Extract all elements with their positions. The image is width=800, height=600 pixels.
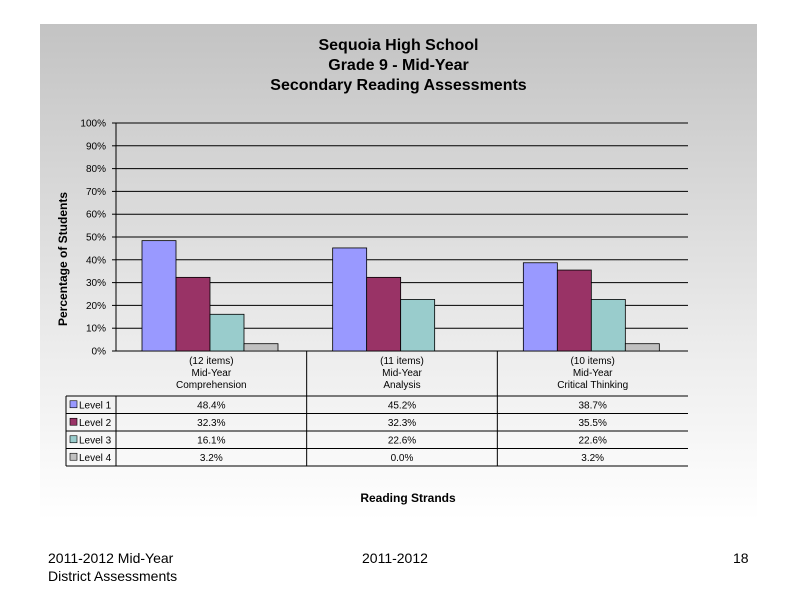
chart-title-line-3: Secondary Reading Assessments <box>270 77 527 94</box>
legend-key <box>69 452 78 461</box>
bar <box>556 269 592 352</box>
chart-title-line-1: Sequoia High School <box>318 37 479 54</box>
data-table-cell: 32.3% <box>197 418 225 429</box>
category-label: (12 items) <box>189 356 233 367</box>
footer-center: 2011-2012 <box>362 550 428 566</box>
chart-title-line-2: Grade 9 - Mid-Year <box>328 57 469 74</box>
data-table-cell: 48.4% <box>197 400 225 411</box>
bar <box>590 299 626 352</box>
y-tick-label: 90% <box>86 141 106 152</box>
data-table-cell: 32.3% <box>388 418 416 429</box>
y-tick-label: 20% <box>86 301 106 312</box>
category-label: Critical Thinking <box>557 380 628 391</box>
y-tick-label: 40% <box>86 255 106 266</box>
footer-left-line-1: 2011-2012 Mid-Year <box>48 550 174 566</box>
data-table-cell: 3.2% <box>200 453 223 464</box>
y-axis-title: Percentage of Students <box>56 192 70 326</box>
legend-label: Level 1 <box>79 400 112 411</box>
y-tick-label: 10% <box>86 324 106 335</box>
bar <box>175 276 211 352</box>
page-number: 18 <box>733 550 749 566</box>
legend-label: Level 2 <box>79 418 112 429</box>
category-label: Mid-Year <box>192 368 232 379</box>
data-table-cell: 45.2% <box>388 400 416 411</box>
bar <box>522 262 558 352</box>
y-tick-label: 100% <box>80 119 106 130</box>
legend-key <box>69 400 78 409</box>
bar <box>366 276 402 352</box>
category-label: Comprehension <box>176 380 247 391</box>
data-table-cell: 35.5% <box>578 418 606 429</box>
y-tick-label: 80% <box>86 164 106 175</box>
x-axis-title: Reading Strands <box>360 491 456 505</box>
bar <box>209 313 245 352</box>
bar <box>243 343 279 352</box>
y-tick-label: 0% <box>92 347 107 358</box>
data-table-cell: 38.7% <box>578 400 606 411</box>
category-label: Mid-Year <box>382 368 422 379</box>
bar <box>332 247 368 352</box>
y-tick-label: 70% <box>86 187 106 198</box>
bar <box>624 343 660 352</box>
data-table-cell: 22.6% <box>388 435 416 446</box>
y-tick-label: 60% <box>86 210 106 221</box>
legend-key <box>69 435 78 444</box>
data-table-cell: 0.0% <box>391 453 414 464</box>
footer-left-line-2: District Assessments <box>48 568 178 584</box>
y-tick-label: 30% <box>86 278 106 289</box>
category-label: (10 items) <box>570 356 614 367</box>
data-table-cell: 16.1% <box>197 435 225 446</box>
y-tick-label: 50% <box>86 233 106 244</box>
bar <box>400 299 436 352</box>
category-label: Analysis <box>383 380 420 391</box>
category-label: Mid-Year <box>573 368 613 379</box>
legend-label: Level 4 <box>79 453 112 464</box>
legend-label: Level 3 <box>79 435 112 446</box>
data-table-cell: 3.2% <box>581 453 604 464</box>
legend-key <box>69 417 78 426</box>
data-table-cell: 22.6% <box>578 435 606 446</box>
bar <box>141 240 177 352</box>
category-label: (11 items) <box>380 356 424 367</box>
